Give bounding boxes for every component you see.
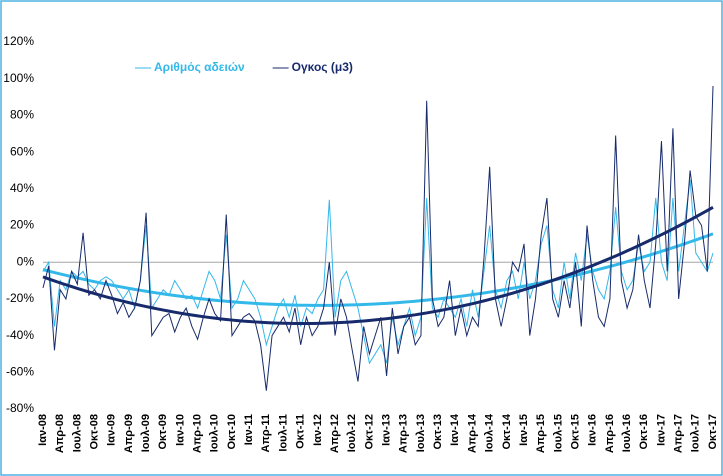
x-tick-label: Απρ-11 bbox=[260, 414, 272, 452]
x-tick-label: Οκτ-10 bbox=[226, 414, 238, 450]
series-line bbox=[42, 86, 714, 391]
y-tick-label: 20% bbox=[10, 218, 34, 232]
x-tick-label: Οκτ-11 bbox=[295, 414, 307, 449]
trend-line bbox=[42, 232, 714, 307]
x-tick-label: Οκτ-09 bbox=[157, 414, 169, 450]
x-tick-label: Απρ-13 bbox=[398, 414, 410, 453]
x-tick-label: Οκτ-15 bbox=[569, 414, 581, 450]
trend-line bbox=[42, 206, 714, 326]
x-tick-label: Απρ-15 bbox=[535, 414, 547, 453]
x-tick-label: Ιαν-14 bbox=[449, 413, 461, 446]
y-tick-label: 60% bbox=[10, 144, 34, 158]
x-tick-label: Ιαν-08 bbox=[37, 414, 49, 446]
x-tick-label: Οκτ-08 bbox=[88, 414, 100, 450]
x-tick-label: Ιαν-15 bbox=[518, 414, 530, 446]
x-tick-label: Ιουλ-14 bbox=[484, 413, 496, 452]
x-tick-label: Απρ-14 bbox=[466, 413, 478, 453]
x-tick-label: Οκτ-17 bbox=[707, 414, 719, 450]
x-tick-label: Ιουλ-16 bbox=[621, 414, 633, 452]
x-tick-label: Ιουλ-08 bbox=[71, 414, 83, 452]
x-tick-label: Απρ-10 bbox=[192, 414, 204, 453]
x-tick-label: Ιαν-10 bbox=[174, 414, 186, 446]
x-tick-label: Οκτ-16 bbox=[638, 414, 650, 450]
x-tick-label: Απρ-12 bbox=[329, 414, 341, 453]
legend-label: Αριθμός αδειών bbox=[154, 60, 245, 74]
y-tick-label: 0% bbox=[17, 254, 35, 268]
x-tick-label: Απρ-16 bbox=[604, 414, 616, 453]
x-tick-label: Ιαν-13 bbox=[380, 414, 392, 446]
x-tick-label: Ιουλ-13 bbox=[415, 414, 427, 452]
legend-label: Ογκος (μ3) bbox=[292, 60, 353, 74]
x-tick-label: Ιουλ-11 bbox=[277, 414, 289, 452]
x-tick-label: Ιαν-09 bbox=[106, 414, 118, 446]
y-tick-label: 80% bbox=[10, 108, 34, 122]
x-tick-label: Οκτ-13 bbox=[432, 414, 444, 450]
x-tick-label: Οκτ-12 bbox=[363, 414, 375, 450]
x-tick-label: Ιαν-16 bbox=[587, 414, 599, 446]
y-tick-label: -60% bbox=[6, 364, 34, 378]
x-tick-label: Ιαν-12 bbox=[312, 414, 324, 446]
x-tick-label: Ιαν-11 bbox=[243, 414, 255, 445]
y-tick-label: -20% bbox=[6, 291, 34, 305]
x-tick-label: Ιουλ-17 bbox=[690, 414, 702, 452]
x-tick-label: Ιαν-17 bbox=[655, 414, 667, 446]
series-line bbox=[42, 179, 714, 365]
x-tick-label: Ιουλ-12 bbox=[346, 414, 358, 452]
x-tick-label: Ιουλ-10 bbox=[209, 414, 221, 452]
x-tick-label: Οκτ-14 bbox=[501, 413, 513, 449]
y-tick-label: -40% bbox=[6, 328, 34, 342]
x-tick-label: Ιουλ-09 bbox=[140, 414, 152, 452]
y-tick-label: 120% bbox=[3, 34, 34, 48]
y-tick-label: 40% bbox=[10, 181, 34, 195]
x-tick-label: Απρ-08 bbox=[54, 414, 66, 453]
y-tick-label: 100% bbox=[3, 71, 34, 85]
x-tick-label: Ιουλ-15 bbox=[552, 414, 564, 452]
x-tick-label: Απρ-09 bbox=[123, 414, 135, 453]
x-tick-label: Απρ-17 bbox=[673, 414, 685, 453]
y-tick-label: -80% bbox=[6, 401, 34, 415]
